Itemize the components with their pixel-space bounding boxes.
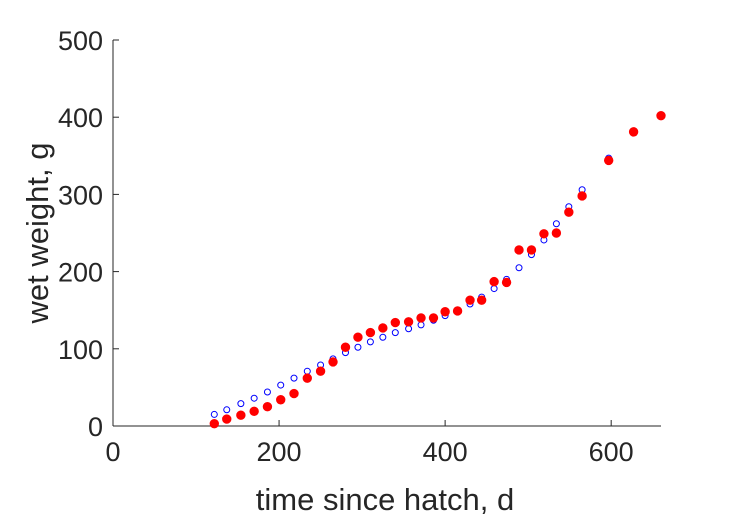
y-tick-label: 0 bbox=[88, 412, 103, 442]
x-tick-label: 0 bbox=[105, 437, 120, 467]
x-tick-label: 200 bbox=[257, 437, 302, 467]
filled-data-point bbox=[452, 306, 463, 316]
filled-data-point bbox=[551, 228, 562, 238]
filled-data-point bbox=[603, 155, 614, 166]
open-data-point bbox=[223, 406, 231, 414]
filled-data-point bbox=[403, 317, 414, 327]
filled-data-point bbox=[514, 245, 524, 255]
open-data-point bbox=[290, 374, 298, 382]
filled-data-point bbox=[353, 332, 363, 342]
filled-data-point bbox=[340, 342, 351, 352]
filled-data-point bbox=[276, 395, 286, 405]
open-data-point bbox=[552, 220, 560, 228]
open-data-point bbox=[210, 410, 218, 418]
y-tick-label: 200 bbox=[58, 258, 103, 288]
filled-data-point bbox=[289, 388, 299, 399]
x-tick-label: 600 bbox=[589, 437, 634, 467]
filled-data-point bbox=[489, 276, 499, 287]
filled-data-point bbox=[501, 277, 512, 288]
open-data-point bbox=[277, 381, 285, 389]
filled-data-point bbox=[365, 327, 376, 338]
y-tick-label: 300 bbox=[58, 180, 103, 210]
open-data-point bbox=[237, 400, 245, 408]
filled-data-point bbox=[222, 414, 232, 424]
filled-data-point bbox=[262, 402, 273, 412]
filled-data-point bbox=[249, 406, 259, 417]
open-data-point bbox=[391, 329, 399, 337]
x-tick-label: 400 bbox=[423, 437, 468, 467]
open-data-point bbox=[354, 343, 362, 351]
open-data-point bbox=[515, 264, 523, 272]
filled-data-point bbox=[564, 207, 574, 217]
axes: 0 200 400 600 0 100 200 300 400 500 bbox=[58, 26, 661, 467]
series-2 bbox=[209, 110, 666, 429]
filled-data-point bbox=[390, 317, 401, 328]
filled-data-point bbox=[465, 295, 475, 305]
filled-data-point bbox=[440, 307, 450, 317]
y-tick-label: 100 bbox=[58, 335, 103, 365]
filled-data-point bbox=[628, 127, 639, 137]
filled-data-point bbox=[302, 373, 312, 383]
filled-data-point bbox=[416, 313, 426, 323]
filled-data-point bbox=[656, 110, 666, 121]
filled-data-point bbox=[378, 323, 388, 333]
filled-data-point bbox=[315, 366, 326, 376]
filled-data-point bbox=[476, 295, 487, 305]
open-data-point bbox=[366, 338, 374, 346]
x-axis-label: time since hatch, d bbox=[256, 482, 514, 517]
filled-data-point bbox=[328, 357, 338, 367]
open-data-point bbox=[250, 394, 258, 402]
filled-data-point bbox=[209, 418, 219, 429]
filled-data-point bbox=[577, 191, 587, 201]
open-data-point bbox=[379, 333, 387, 341]
y-axis-label: wet weight, g bbox=[20, 143, 55, 325]
y-tick-label: 400 bbox=[58, 103, 103, 133]
filled-data-point bbox=[236, 410, 246, 420]
filled-data-point bbox=[526, 245, 537, 255]
filled-data-point bbox=[428, 313, 439, 323]
data-points bbox=[209, 110, 666, 429]
y-tick-label: 500 bbox=[58, 26, 103, 56]
filled-data-point bbox=[539, 229, 549, 239]
open-data-point bbox=[263, 388, 271, 396]
